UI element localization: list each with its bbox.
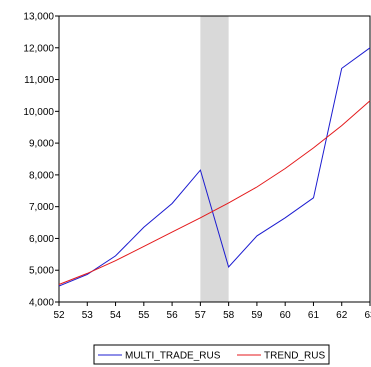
plot-frame bbox=[58, 15, 371, 303]
series-line-trend-rus bbox=[58, 100, 371, 285]
y-tick-label: 5,000 bbox=[29, 266, 54, 277]
y-tick-label: 7,000 bbox=[29, 202, 54, 213]
x-tick-label: 54 bbox=[110, 310, 122, 321]
y-tick-label: 11,000 bbox=[24, 75, 54, 86]
x-tick-label: 56 bbox=[167, 310, 179, 321]
x-tick-label: 57 bbox=[195, 310, 207, 321]
legend-label: MULTI_TRADE_RUS bbox=[125, 351, 221, 362]
y-tick-label: 9,000 bbox=[29, 139, 54, 150]
y-tick-label: 6,000 bbox=[29, 234, 54, 245]
legend-box bbox=[93, 344, 330, 365]
x-tick-label: 60 bbox=[280, 310, 292, 321]
x-tick-label: 53 bbox=[82, 310, 94, 321]
x-tick-label: 62 bbox=[336, 310, 348, 321]
x-tick-label: 58 bbox=[223, 310, 235, 321]
series-line-multi-trade-rus bbox=[58, 47, 371, 287]
y-tick-label: 8,000 bbox=[29, 170, 54, 181]
y-tick-label: 13,000 bbox=[23, 12, 54, 23]
y-tick-label: 10,000 bbox=[23, 107, 54, 118]
y-tick-label: 12,000 bbox=[23, 43, 54, 54]
x-tick-label: 59 bbox=[251, 310, 263, 321]
legend-label: TREND_RUS bbox=[264, 351, 325, 362]
y-tick-label: 4,000 bbox=[29, 298, 54, 309]
shaded-region bbox=[200, 16, 229, 302]
x-tick-label: 52 bbox=[53, 310, 65, 321]
x-tick-label: 61 bbox=[308, 310, 320, 321]
x-tick-label: 55 bbox=[138, 310, 150, 321]
x-tick-label: 63 bbox=[364, 310, 371, 321]
